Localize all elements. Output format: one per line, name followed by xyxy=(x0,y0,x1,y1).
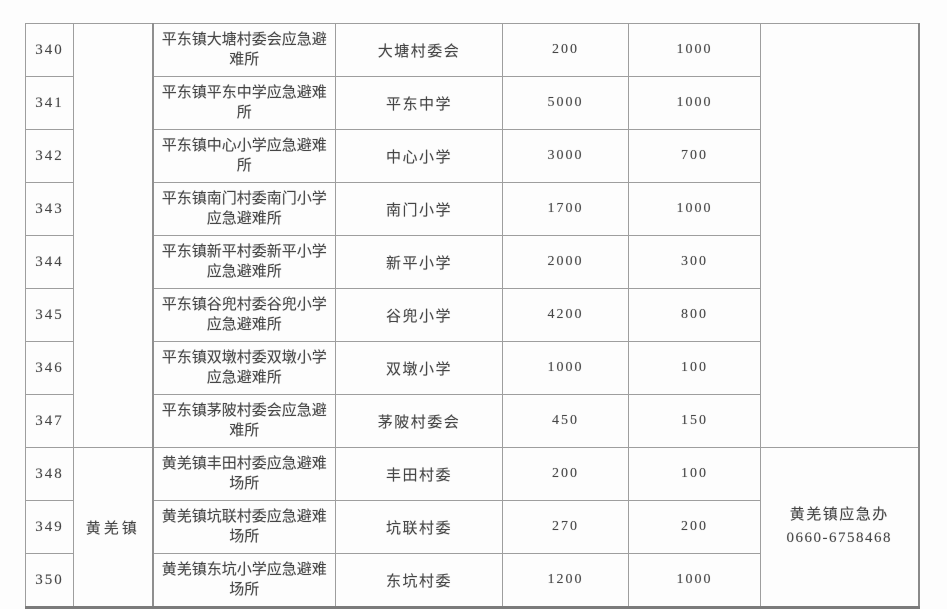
site-cell: 坑联村委 xyxy=(335,500,503,554)
area-cell: 1700 xyxy=(502,182,629,236)
site-cell: 茅陂村委会 xyxy=(335,394,503,448)
contact-cell: 黄羌镇应急办 0660-6758468 xyxy=(760,447,919,608)
shelter-name-cell: 平东镇中心小学应急避难所 xyxy=(151,129,336,183)
capacity-cell: 1000 xyxy=(628,23,761,77)
town-cell-empty xyxy=(73,23,153,448)
capacity-cell: 150 xyxy=(628,394,761,448)
contact-office-label: 黄羌镇应急办 xyxy=(789,507,889,523)
row-number-cell: 347 xyxy=(25,394,74,448)
shelter-name-cell: 平东镇谷兜村委谷兜小学应急避难所 xyxy=(151,288,336,342)
site-cell: 平东中学 xyxy=(335,76,503,130)
site-cell: 新平小学 xyxy=(335,235,503,289)
capacity-cell: 1000 xyxy=(628,553,761,608)
capacity-cell: 200 xyxy=(628,500,761,554)
shelter-name-cell: 平东镇双墩村委双墩小学应急避难所 xyxy=(151,341,336,395)
capacity-cell: 300 xyxy=(628,235,761,289)
site-cell: 中心小学 xyxy=(335,129,503,183)
table-row: 346 平东镇双墩村委双墩小学应急避难所 双墩小学 1000 100 xyxy=(25,341,919,395)
capacity-cell: 800 xyxy=(628,288,761,342)
area-cell: 3000 xyxy=(502,129,629,183)
row-number-cell: 341 xyxy=(25,76,74,130)
area-cell: 4200 xyxy=(502,288,629,342)
table-row: 345 平东镇谷兜村委谷兜小学应急避难所 谷兜小学 4200 800 xyxy=(25,288,919,342)
capacity-cell: 100 xyxy=(628,447,761,501)
capacity-cell: 1000 xyxy=(628,182,761,236)
row-number-cell: 349 xyxy=(25,500,74,554)
table-row: 349 黄羌镇坑联村委应急避难场所 坑联村委 270 200 xyxy=(25,500,919,554)
shelter-name-cell: 平东镇大塘村委会应急避难所 xyxy=(151,23,336,77)
area-cell: 1200 xyxy=(502,553,629,608)
area-cell: 200 xyxy=(502,447,629,501)
area-cell: 450 xyxy=(502,394,629,448)
table-row: 347 平东镇茅陂村委会应急避难所 茅陂村委会 450 150 xyxy=(25,394,919,448)
row-number-cell: 344 xyxy=(25,235,74,289)
table-row: 344 平东镇新平村委新平小学应急避难所 新平小学 2000 300 xyxy=(25,235,919,289)
table-row: 342 平东镇中心小学应急避难所 中心小学 3000 700 xyxy=(25,129,919,183)
site-cell: 东坑村委 xyxy=(335,553,503,608)
shelter-name-cell: 平东镇新平村委新平小学应急避难所 xyxy=(151,235,336,289)
area-cell: 270 xyxy=(502,500,629,554)
area-cell: 1000 xyxy=(502,341,629,395)
site-cell: 南门小学 xyxy=(335,182,503,236)
table-row: 348 黄羌镇 黄羌镇丰田村委应急避难场所 丰田村委 200 100 黄羌镇应急… xyxy=(25,447,919,608)
row-number-cell: 346 xyxy=(25,341,74,395)
town-cell: 黄羌镇 xyxy=(73,447,153,608)
table-row: 340 平东镇大塘村委会应急避难所 大塘村委会 200 1000 xyxy=(25,23,919,448)
row-number-cell: 342 xyxy=(25,129,74,183)
shelter-name-cell: 黄羌镇东坑小学应急避难场所 xyxy=(151,553,336,608)
capacity-cell: 1000 xyxy=(628,76,761,130)
contact-cell-empty xyxy=(760,23,919,448)
row-number-cell: 345 xyxy=(25,288,74,342)
row-number-cell: 340 xyxy=(25,23,74,77)
site-cell: 大塘村委会 xyxy=(335,23,503,77)
capacity-cell: 700 xyxy=(628,129,761,183)
area-cell: 200 xyxy=(502,23,629,77)
shelter-name-cell: 平东镇平东中学应急避难所 xyxy=(151,76,336,130)
capacity-cell: 100 xyxy=(628,341,761,395)
table-row: 341 平东镇平东中学应急避难所 平东中学 5000 1000 xyxy=(25,76,919,130)
shelter-name-cell: 黄羌镇丰田村委应急避难场所 xyxy=(151,447,336,501)
area-cell: 5000 xyxy=(502,76,629,130)
shelter-name-cell: 平东镇南门村委南门小学应急避难所 xyxy=(151,182,336,236)
shelter-name-cell: 平东镇茅陂村委会应急避难所 xyxy=(151,394,336,448)
row-number-cell: 343 xyxy=(25,182,74,236)
document-page: 340 平东镇大塘村委会应急避难所 大塘村委会 200 1000 341 平东镇… xyxy=(25,23,920,609)
site-cell: 双墩小学 xyxy=(335,341,503,395)
shelter-table: 340 平东镇大塘村委会应急避难所 大塘村委会 200 1000 341 平东镇… xyxy=(25,23,920,609)
area-cell: 2000 xyxy=(502,235,629,289)
contact-phone: 0660-6758468 xyxy=(786,530,892,546)
row-number-cell: 348 xyxy=(25,447,74,501)
shelter-name-cell: 黄羌镇坑联村委应急避难场所 xyxy=(151,500,336,554)
row-number-cell: 350 xyxy=(25,553,74,608)
site-cell: 丰田村委 xyxy=(335,447,503,501)
site-cell: 谷兜小学 xyxy=(335,288,503,342)
